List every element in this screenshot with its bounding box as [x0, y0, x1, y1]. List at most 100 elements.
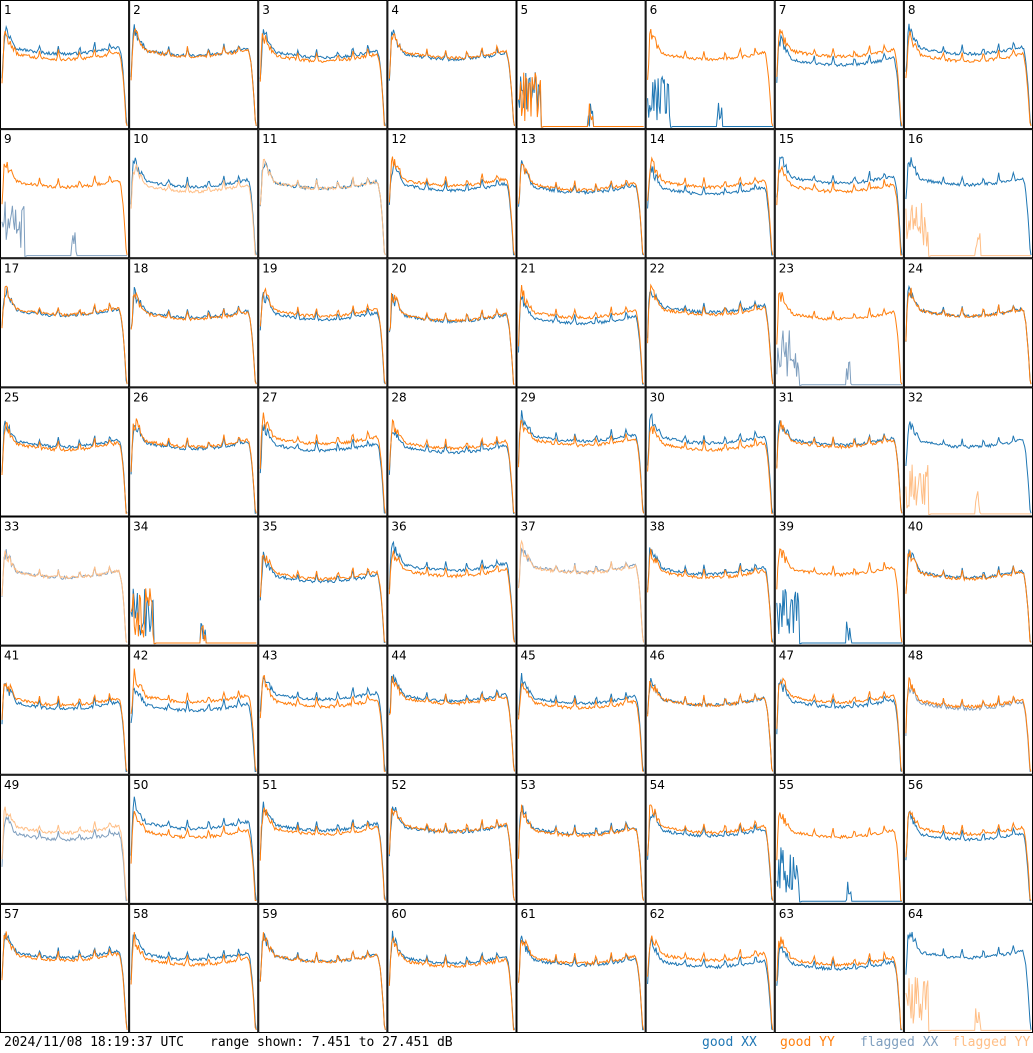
series-xx-line [130, 425, 257, 514]
panel-frame [129, 516, 259, 646]
series-yy-line [1, 161, 128, 256]
series-yy-line [905, 550, 1032, 643]
panel-frame [129, 129, 259, 259]
series-yy-line [259, 554, 386, 643]
series-yy-line [388, 418, 515, 514]
legend-good-xx: good XX [702, 1035, 757, 1050]
panel-57: 57 [0, 903, 130, 1033]
panel-13: 13 [516, 129, 646, 259]
panel-frame [774, 258, 904, 388]
series-xx-line [905, 931, 1032, 1030]
series-yy-line [259, 807, 386, 901]
series-xx-line [518, 935, 644, 1031]
panel-frame [774, 903, 904, 1033]
timestamp-label: 2024/11/08 18:19:37 UTC [4, 1035, 185, 1050]
panel-label: 32 [908, 390, 923, 404]
panel-49: 49 [0, 774, 130, 904]
panel-18: 18 [129, 258, 259, 388]
panel-frame [516, 387, 646, 517]
panel-6: 6 [645, 0, 775, 130]
series-yy-line [518, 163, 645, 256]
panel-label: 50 [133, 778, 148, 792]
panel-label: 43 [262, 649, 277, 663]
series-yy-line [647, 283, 774, 385]
panel-label: 42 [133, 649, 148, 663]
panel-label: 29 [521, 390, 536, 404]
panel-21: 21 [516, 258, 646, 388]
panel-29: 29 [516, 387, 646, 517]
panel-label: 22 [650, 261, 665, 275]
panel-11: 11 [258, 129, 388, 259]
series-xx-line [1, 420, 128, 514]
series-xx-line [1, 286, 128, 385]
series-xx-line [776, 33, 902, 127]
series-xx-line [1, 201, 128, 257]
panel-frame [0, 258, 130, 388]
series-xx-line [130, 24, 257, 126]
panel-45: 45 [516, 645, 646, 775]
legend-good-yy: good YY [780, 1035, 835, 1050]
panel-55: 55 [774, 774, 904, 904]
panel-label: 47 [779, 649, 794, 663]
series-yy-line [518, 284, 645, 385]
series-yy-line [776, 165, 902, 256]
panel-2: 2 [129, 0, 259, 130]
panel-42: 42 [129, 645, 259, 775]
series-yy-line [388, 676, 515, 772]
series-yy-line [776, 677, 903, 772]
panel-label: 56 [908, 778, 923, 792]
series-xx-line [647, 938, 774, 1031]
series-yy-line [647, 935, 774, 1030]
series-xx-line [776, 589, 902, 645]
panel-label: 20 [391, 261, 406, 275]
series-xx-line [776, 944, 902, 1031]
series-yy-line [776, 420, 903, 514]
panel-frame [903, 258, 1033, 388]
series-xx-line [647, 165, 773, 256]
panel-label: 21 [521, 261, 536, 275]
panel-label: 7 [779, 3, 787, 17]
series-yy-line [647, 804, 774, 901]
series-yy-line [905, 677, 1032, 772]
panel-44: 44 [387, 645, 517, 775]
legend-flagged-xx: flagged XX [860, 1035, 939, 1050]
panel-15: 15 [774, 129, 904, 259]
panel-frame [645, 258, 775, 388]
panel-62: 62 [645, 903, 775, 1033]
panel-16: 16 [903, 129, 1033, 259]
panel-frame [387, 645, 517, 775]
panel-label: 30 [650, 390, 665, 404]
series-yy-line [259, 412, 386, 514]
series-xx-line [518, 410, 645, 514]
panel-label: 17 [4, 261, 19, 275]
series-yy-line [776, 936, 903, 1031]
panel-label: 25 [4, 390, 19, 404]
panel-frame [903, 903, 1033, 1033]
panel-14: 14 [645, 129, 775, 259]
panel-38: 38 [645, 516, 775, 646]
series-yy-line [388, 550, 515, 643]
series-yy-line [776, 548, 903, 643]
panel-label: 37 [521, 520, 536, 534]
panel-27: 27 [258, 387, 388, 517]
panel-label: 28 [391, 390, 406, 404]
panel-frame [903, 387, 1033, 517]
series-yy-line [130, 291, 257, 385]
panel-25: 25 [0, 387, 130, 517]
panel-label: 60 [391, 907, 406, 921]
series-xx-line [647, 75, 773, 128]
series-xx-line [647, 547, 774, 643]
panel-label: 55 [779, 778, 794, 792]
series-xx-line [130, 934, 257, 1030]
series-xx-line [776, 847, 902, 903]
series-yy-line [130, 163, 257, 256]
panel-frame [516, 258, 646, 388]
panel-label: 53 [521, 778, 536, 792]
panel-frame [516, 774, 646, 904]
series-xx-line [905, 684, 1031, 772]
panel-46: 46 [645, 645, 775, 775]
series-yy-line [647, 548, 774, 643]
panel-17: 17 [0, 258, 130, 388]
panel-50: 50 [129, 774, 259, 904]
panel-frame [258, 903, 388, 1033]
